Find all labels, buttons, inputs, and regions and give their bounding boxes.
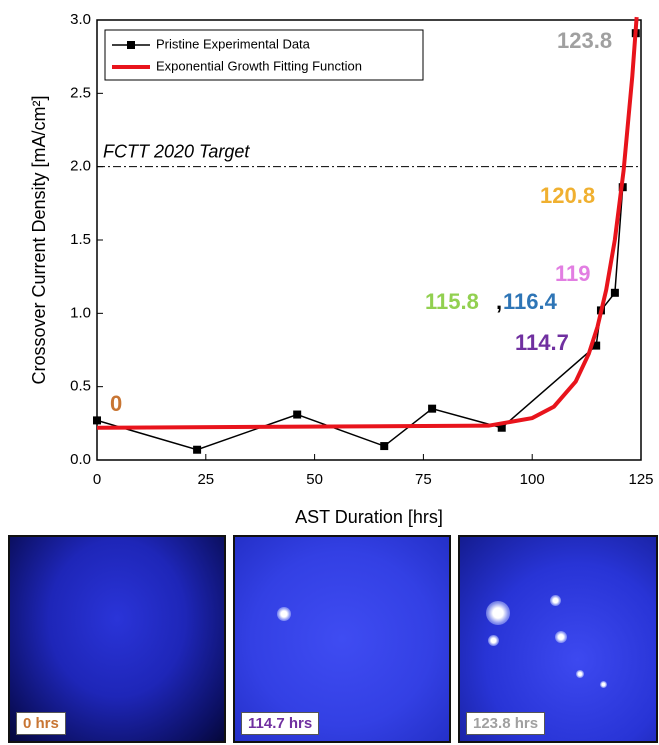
bright-spot xyxy=(576,670,584,678)
chart: AST Duration [hrs] Crossover Current Den… xyxy=(0,0,659,530)
plot-frame xyxy=(97,20,641,460)
legend-marker xyxy=(127,41,135,49)
target-label: FCTT 2020 Target xyxy=(103,141,250,161)
data-point xyxy=(193,446,201,454)
annotation: 116.4 xyxy=(503,289,558,314)
annotation: 0 xyxy=(110,391,122,416)
legend-label: Exponential Growth Fitting Function xyxy=(156,58,362,73)
data-point xyxy=(380,442,388,450)
image-panel: 114.7 hrs xyxy=(233,535,451,743)
y-tick-label: 3.0 xyxy=(70,11,91,28)
bright-spot xyxy=(277,607,291,621)
data-point xyxy=(93,416,101,424)
page: {"chart_data": { "type": "line", "xlabel… xyxy=(0,0,659,745)
bright-spot xyxy=(486,601,510,625)
image-panel: 123.8 hrs xyxy=(458,535,658,743)
annotation: 119 xyxy=(555,261,591,286)
bright-spot xyxy=(550,595,561,606)
annotation: 123.8 xyxy=(557,28,612,53)
annotation: 114.7 xyxy=(515,330,569,355)
annotation: , xyxy=(496,289,502,314)
y-tick-label: 1.5 xyxy=(70,231,91,248)
annotation: 115.8 xyxy=(425,289,479,314)
bright-spot xyxy=(488,635,499,646)
y-tick-label: 2.0 xyxy=(70,158,91,175)
image-panel: 0 hrs xyxy=(8,535,226,743)
image-caption: 114.7 hrs xyxy=(241,712,319,735)
legend-label: Pristine Experimental Data xyxy=(156,36,311,51)
data-point xyxy=(611,289,619,297)
y-tick-label: 0.5 xyxy=(70,378,91,395)
data-point xyxy=(293,411,301,419)
x-axis-title: AST Duration [hrs] xyxy=(295,507,443,527)
image-caption: 0 hrs xyxy=(16,712,66,735)
x-tick-label: 50 xyxy=(306,471,323,488)
x-tick-label: 0 xyxy=(93,471,101,488)
bright-spot xyxy=(555,631,567,643)
x-tick-label: 75 xyxy=(415,471,432,488)
annotation: 120.8 xyxy=(540,183,595,208)
y-axis-title: Crossover Current Density [mA/cm²] xyxy=(29,95,49,384)
x-tick-label: 100 xyxy=(520,471,545,488)
y-tick-label: 2.5 xyxy=(70,84,91,101)
x-tick-label: 25 xyxy=(197,471,214,488)
bright-spot xyxy=(600,681,607,688)
y-tick-label: 0.0 xyxy=(70,451,91,468)
x-tick-label: 125 xyxy=(628,471,653,488)
series-line xyxy=(97,33,636,450)
y-tick-label: 1.0 xyxy=(70,304,91,321)
data-point xyxy=(428,405,436,413)
image-caption: 123.8 hrs xyxy=(466,712,545,735)
